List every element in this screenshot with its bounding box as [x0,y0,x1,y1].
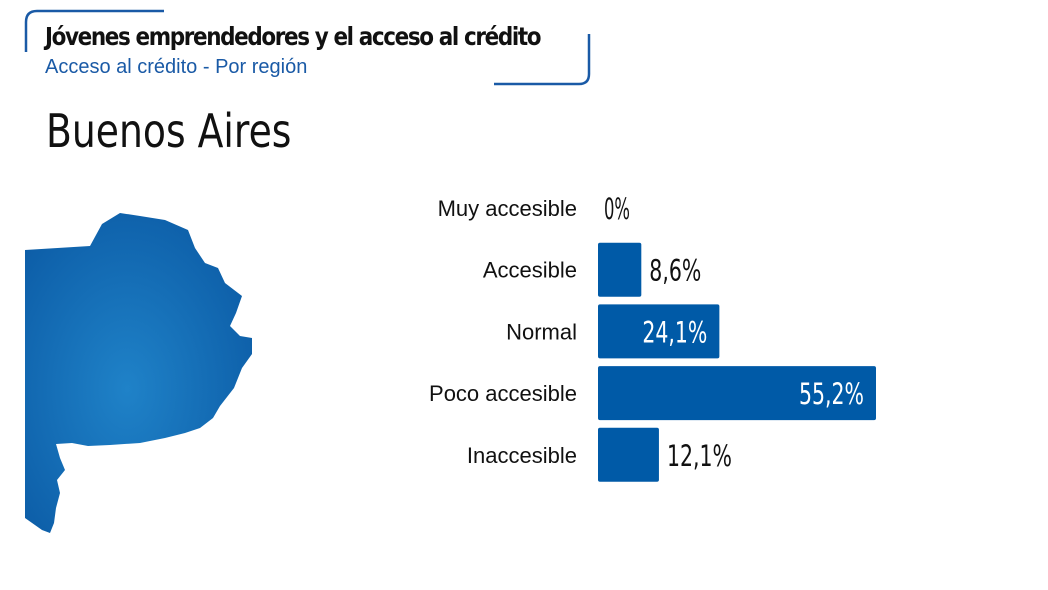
bar [598,366,876,421]
category-label: Accesible [483,258,577,283]
title-frame-decoration [24,9,591,86]
chart-title: Jóvenes emprendedores y el acceso al cré… [45,22,542,51]
category-label: Poco accesible [429,381,577,406]
bar [598,304,720,359]
buenos-aires-map-icon [25,213,252,533]
value-label: 0% [604,192,630,226]
bar [598,427,659,482]
value-label: 55,2% [799,377,864,411]
value-label: 24,1% [642,315,707,349]
title-box: Jóvenes emprendedores y el acceso al cré… [24,8,591,86]
category-label: Normal [506,319,577,344]
region-title: Buenos Aires [46,104,292,158]
category-label: Inaccesible [467,443,577,468]
chart-subtitle: Acceso al crédito - Por región [45,56,308,78]
value-label: 8,6% [649,254,701,288]
bar [598,242,642,297]
value-label: 12,1% [667,439,732,473]
category-label: Muy accesible [438,196,577,221]
